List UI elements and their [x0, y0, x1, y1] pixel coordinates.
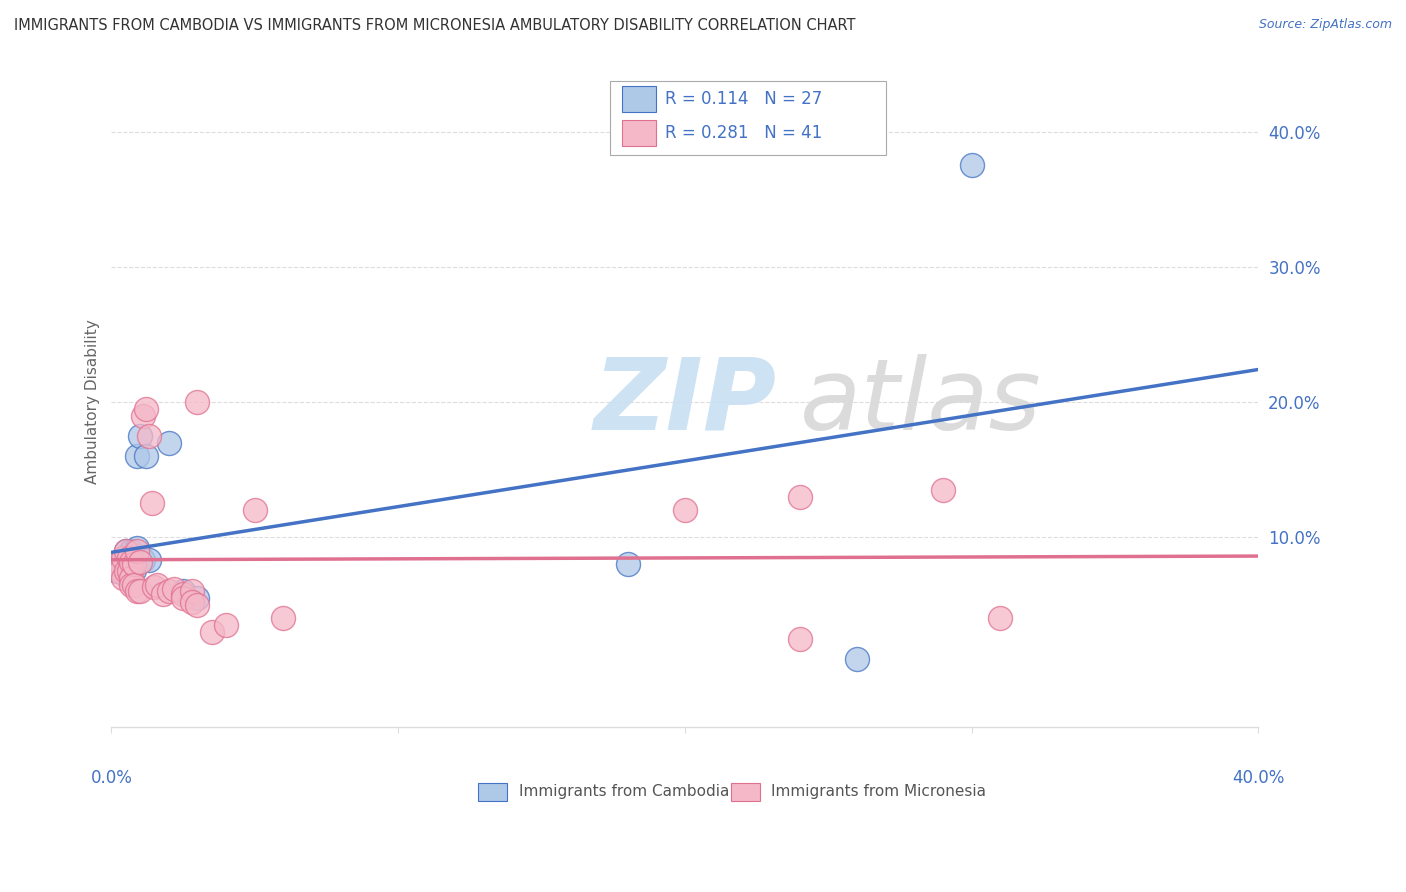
Point: [114, 544, 136, 558]
Point: [117, 564, 139, 578]
Point: [124, 548, 146, 562]
Point: [146, 577, 169, 591]
Point: [138, 429, 160, 443]
Point: [121, 544, 143, 558]
Point: [117, 547, 139, 561]
FancyBboxPatch shape: [610, 80, 886, 155]
Point: [789, 490, 811, 504]
Text: atlas: atlas: [800, 353, 1042, 450]
Point: [163, 582, 186, 596]
Text: R = 0.114   N = 27: R = 0.114 N = 27: [665, 90, 823, 108]
Point: [960, 158, 983, 172]
Point: [117, 553, 139, 567]
Point: [108, 558, 131, 572]
Point: [215, 618, 238, 632]
Point: [157, 435, 180, 450]
Y-axis label: Ambulatory Disability: Ambulatory Disability: [86, 319, 100, 484]
Point: [157, 584, 180, 599]
Point: [124, 577, 146, 591]
Point: [172, 584, 194, 599]
Point: [616, 558, 638, 572]
Point: [111, 571, 134, 585]
Text: R = 0.281   N = 41: R = 0.281 N = 41: [665, 124, 823, 143]
Point: [201, 624, 224, 639]
Point: [135, 449, 157, 463]
Point: [129, 429, 152, 443]
Point: [132, 553, 155, 567]
Point: [135, 401, 157, 416]
Point: [127, 544, 149, 558]
Point: [121, 571, 143, 585]
Point: [105, 558, 128, 572]
Point: [789, 632, 811, 646]
Point: [932, 483, 955, 497]
Point: [114, 550, 136, 565]
Point: [243, 503, 266, 517]
Point: [111, 550, 134, 565]
Point: [105, 564, 128, 578]
Point: [141, 496, 163, 510]
Point: [117, 564, 139, 578]
Point: [673, 503, 696, 517]
Text: Source: ZipAtlas.com: Source: ZipAtlas.com: [1258, 18, 1392, 31]
Point: [121, 577, 143, 591]
Point: [108, 564, 131, 578]
Text: Immigrants from Cambodia: Immigrants from Cambodia: [519, 784, 728, 799]
Point: [117, 550, 139, 565]
Point: [114, 564, 136, 578]
Bar: [621, 86, 657, 112]
Text: Immigrants from Micronesia: Immigrants from Micronesia: [770, 784, 986, 799]
Point: [132, 409, 155, 423]
Point: [180, 584, 202, 599]
Point: [129, 584, 152, 599]
Point: [121, 553, 143, 567]
Point: [127, 584, 149, 599]
Point: [186, 395, 208, 409]
Point: [990, 611, 1012, 625]
Point: [172, 587, 194, 601]
Bar: [478, 783, 508, 801]
Bar: [731, 783, 759, 801]
Point: [138, 553, 160, 567]
Point: [186, 598, 208, 612]
Point: [121, 560, 143, 574]
Point: [127, 449, 149, 463]
Point: [129, 555, 152, 569]
Point: [111, 560, 134, 574]
Point: [186, 591, 208, 606]
Text: 0.0%: 0.0%: [90, 769, 132, 787]
Text: 40.0%: 40.0%: [1232, 769, 1285, 787]
Point: [124, 558, 146, 572]
Text: IMMIGRANTS FROM CAMBODIA VS IMMIGRANTS FROM MICRONESIA AMBULATORY DISABILITY COR: IMMIGRANTS FROM CAMBODIA VS IMMIGRANTS F…: [14, 18, 856, 33]
Point: [180, 595, 202, 609]
Point: [114, 568, 136, 582]
Point: [121, 555, 143, 569]
Point: [111, 555, 134, 569]
Point: [152, 587, 174, 601]
Bar: [621, 120, 657, 146]
Point: [127, 541, 149, 555]
Point: [143, 580, 166, 594]
Point: [273, 611, 295, 625]
Text: ZIP: ZIP: [593, 353, 776, 450]
Point: [124, 563, 146, 577]
Point: [172, 591, 194, 606]
Point: [114, 544, 136, 558]
Point: [846, 652, 869, 666]
